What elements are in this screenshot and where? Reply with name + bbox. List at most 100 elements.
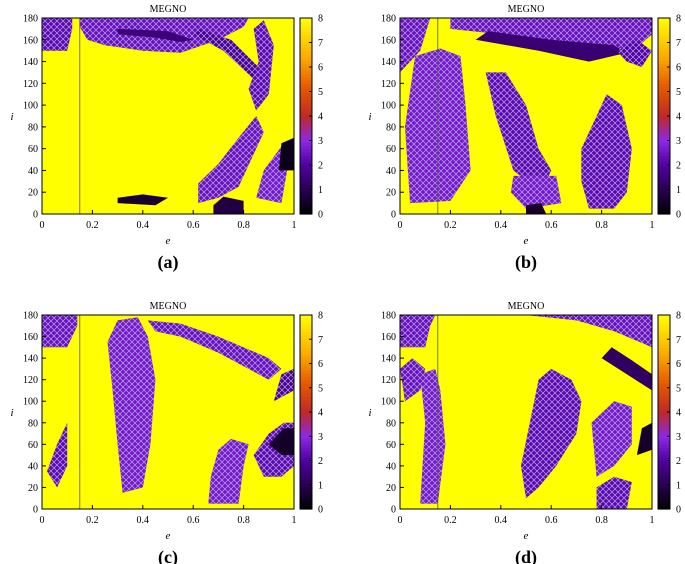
colorbar-segment (300, 382, 312, 387)
colorbar-segment (658, 447, 670, 452)
colorbar-segment (300, 109, 312, 114)
colorbar-segment (658, 321, 670, 326)
colorbar-segment (658, 463, 670, 468)
colorbar-segment (658, 122, 670, 127)
chart-title: MEGNO (150, 301, 187, 312)
colorbar-segment (300, 142, 312, 146)
colorbar-segment (300, 76, 312, 81)
heatmap-region-hatch (47, 422, 68, 488)
y-axis-label: i (368, 407, 371, 419)
panel-caption: (a) (158, 252, 179, 273)
heatmap-region (601, 347, 652, 391)
y-tick-label: 100 (23, 101, 38, 112)
colorbar-segment (658, 197, 670, 202)
colorbar-tick-label: 4 (676, 408, 681, 419)
colorbar-segment (300, 106, 312, 111)
colorbar-segment (658, 466, 670, 471)
x-tick-label: 1 (292, 515, 297, 526)
colorbar-segment (300, 424, 312, 429)
colorbar-segment (300, 50, 312, 55)
y-tick-label: 160 (381, 35, 396, 46)
colorbar-segment (300, 331, 312, 335)
colorbar-segment (300, 369, 312, 374)
y-tick-label: 120 (23, 79, 38, 90)
colorbar-segment (300, 96, 312, 101)
colorbar-segment (658, 460, 670, 465)
panel-caption: (b) (515, 252, 537, 273)
x-tick-label: 0.8 (237, 515, 250, 526)
x-tick-label: 1 (292, 220, 297, 231)
colorbar-segment (300, 334, 312, 339)
colorbar-segment (300, 165, 312, 169)
y-tick-label: 180 (381, 311, 396, 322)
panel-caption: (d) (515, 547, 537, 564)
colorbar-segment (300, 499, 312, 504)
colorbar-segment (658, 34, 670, 39)
colorbar-segment (658, 142, 670, 146)
colorbar-segment (300, 415, 312, 420)
colorbar-segment (300, 450, 312, 455)
colorbar-segment (300, 200, 312, 205)
colorbar-segment (658, 57, 670, 62)
y-tick-label: 100 (23, 397, 38, 408)
x-tick-label: 0.2 (86, 515, 99, 526)
colorbar-segment (658, 315, 670, 319)
heatmap-region (117, 28, 194, 42)
colorbar-segment (300, 210, 312, 215)
colorbar-segment (658, 155, 670, 160)
colorbar-segment (658, 93, 670, 97)
colorbar-segment (658, 389, 670, 394)
colorbar-segment (300, 197, 312, 202)
colorbar-segment (300, 483, 312, 487)
colorbar-segment (658, 73, 670, 78)
colorbar-segment (300, 57, 312, 62)
colorbar-tick-label: 3 (318, 432, 323, 443)
colorbar-segment (658, 434, 670, 439)
heatmap-region-hatch (596, 476, 632, 509)
colorbar-segment (300, 31, 312, 35)
colorbar-segment (658, 412, 670, 416)
colorbar-segment (658, 53, 670, 58)
x-tick-label: 0 (40, 515, 45, 526)
colorbar-segment (658, 318, 670, 323)
colorbar-segment (658, 187, 670, 192)
colorbar-tick-label: 1 (676, 480, 681, 491)
colorbar-segment (300, 324, 312, 329)
colorbar-segment (658, 165, 670, 169)
colorbar-segment (658, 363, 670, 368)
colorbar-segment (300, 496, 312, 500)
colorbar-segment (300, 460, 312, 465)
colorbar-segment (658, 102, 670, 107)
colorbar-segment (300, 457, 312, 462)
colorbar-tick-label: 7 (676, 38, 681, 49)
colorbar-tick-label: 2 (676, 456, 681, 467)
colorbar-segment (658, 405, 670, 410)
heatmap-region-hatch (42, 18, 73, 51)
colorbar-segment (658, 89, 670, 94)
colorbar-segment (300, 395, 312, 400)
colorbar-tick-label: 6 (318, 63, 323, 74)
y-tick-label: 180 (23, 311, 38, 322)
colorbar-segment (658, 21, 670, 26)
y-tick-label: 120 (23, 375, 38, 386)
colorbar-segment (300, 502, 312, 507)
colorbar-segment (300, 171, 312, 176)
colorbar-segment (658, 399, 670, 403)
colorbar-segment (658, 379, 670, 384)
heatmap-region (526, 203, 547, 214)
y-tick-label: 60 (386, 440, 396, 451)
colorbar-segment (300, 418, 312, 423)
heatmap-region-hatch (616, 39, 652, 67)
colorbar-segment (658, 454, 670, 458)
y-tick-label: 120 (381, 79, 396, 90)
colorbar-segment (658, 483, 670, 487)
colorbar-segment (658, 437, 670, 442)
colorbar-segment (300, 40, 312, 45)
colorbar-segment (300, 129, 312, 133)
heatmap-region-hatch (400, 315, 436, 348)
colorbar-segment (300, 102, 312, 107)
colorbar-segment (300, 366, 312, 371)
colorbar-segment (658, 148, 670, 153)
heatmap-region-hatch (400, 18, 431, 73)
